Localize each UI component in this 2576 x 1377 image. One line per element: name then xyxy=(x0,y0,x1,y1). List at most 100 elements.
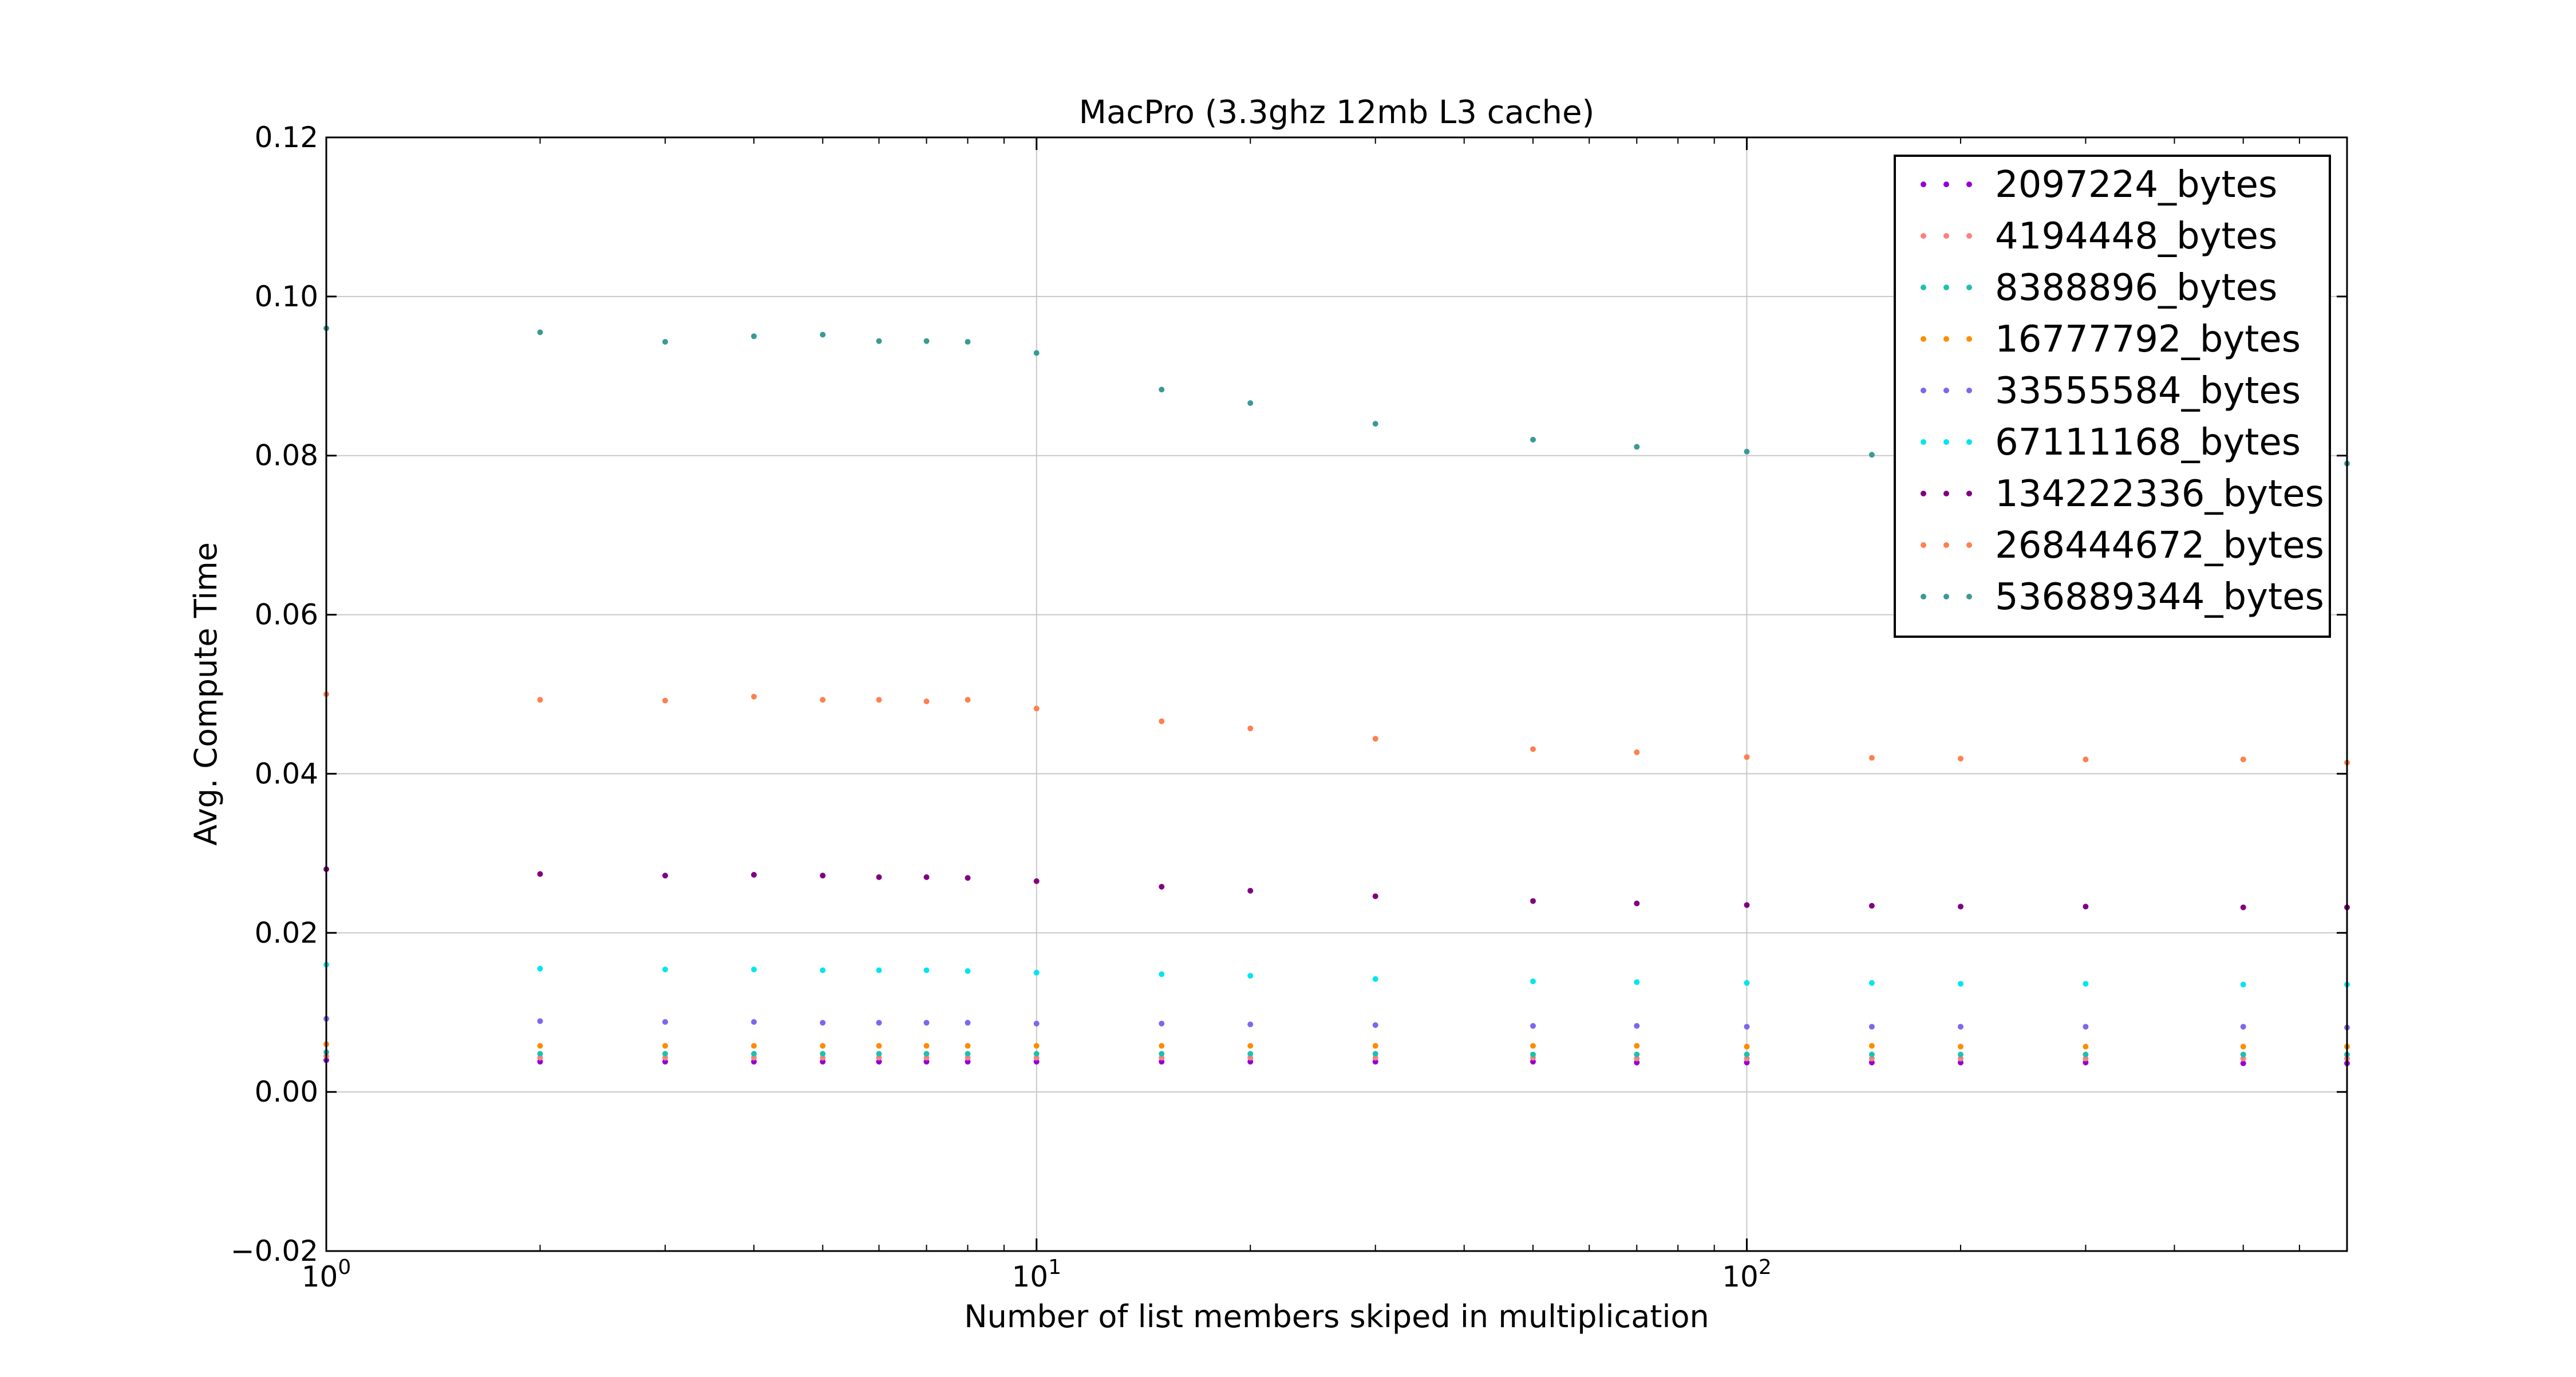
legend-label: 33555584_bytes xyxy=(1995,370,2301,412)
data-point xyxy=(965,339,971,345)
data-point xyxy=(1634,444,1640,450)
legend-marker xyxy=(1943,388,1949,393)
data-point xyxy=(1958,1059,1963,1066)
data-point xyxy=(1372,1059,1378,1065)
data-point xyxy=(1033,1055,1040,1061)
data-point xyxy=(1958,903,1963,910)
data-point xyxy=(1033,969,1040,976)
data-point xyxy=(2083,1051,2089,1058)
data-point xyxy=(2083,1024,2089,1030)
data-point xyxy=(876,338,882,344)
data-point xyxy=(2240,1051,2246,1058)
data-point xyxy=(751,693,757,700)
data-point xyxy=(923,1051,930,1057)
data-point xyxy=(1744,1024,1750,1030)
legend-marker xyxy=(1966,439,1972,445)
data-point xyxy=(1868,1055,1875,1062)
data-point xyxy=(1744,448,1750,455)
data-point xyxy=(662,697,668,704)
data-point xyxy=(1744,754,1750,760)
data-point xyxy=(662,1019,668,1025)
legend-marker xyxy=(1943,233,1949,239)
data-point xyxy=(1033,350,1040,356)
data-point xyxy=(965,1043,971,1049)
data-point xyxy=(537,1059,543,1065)
x-axis-label: Number of list members skiped in multipl… xyxy=(964,1299,1709,1335)
data-point xyxy=(1958,1024,1963,1030)
data-point xyxy=(1159,386,1165,393)
legend-marker xyxy=(1921,439,1926,445)
data-point xyxy=(662,1043,668,1049)
data-point xyxy=(876,1055,882,1061)
x-tick-label: 102 xyxy=(1722,1256,1772,1293)
data-point xyxy=(1372,1022,1378,1028)
legend-label: 268444672_bytes xyxy=(1995,524,2324,567)
data-point xyxy=(1372,421,1378,427)
data-point xyxy=(1868,980,1875,986)
data-point xyxy=(1744,980,1750,986)
data-point xyxy=(1159,1043,1165,1049)
data-point xyxy=(820,332,826,338)
legend-label: 2097224_bytes xyxy=(1995,164,2277,206)
data-point xyxy=(1744,1055,1750,1062)
legend-marker xyxy=(1966,285,1972,290)
data-point xyxy=(1868,452,1875,458)
data-point xyxy=(1958,981,1963,987)
data-point xyxy=(923,1020,930,1026)
y-tick-label: 0.00 xyxy=(255,1075,318,1108)
data-point xyxy=(537,871,543,877)
data-point xyxy=(1372,736,1378,742)
legend-marker xyxy=(1943,285,1949,290)
data-point xyxy=(751,871,757,878)
legend-marker xyxy=(1921,388,1926,393)
legend-marker xyxy=(1921,285,1926,290)
data-point xyxy=(1958,1044,1963,1049)
data-point xyxy=(1634,749,1640,755)
data-point xyxy=(662,339,668,345)
y-tick-label: 0.08 xyxy=(255,439,318,472)
data-point xyxy=(751,1019,757,1025)
data-point xyxy=(537,1018,543,1024)
data-point xyxy=(1247,400,1254,406)
legend-marker xyxy=(1921,542,1926,548)
data-point xyxy=(1958,1055,1963,1062)
data-point xyxy=(1159,883,1165,890)
data-point xyxy=(820,873,826,879)
data-point xyxy=(2083,756,2089,763)
data-point xyxy=(537,1051,543,1057)
data-point xyxy=(965,875,971,881)
data-point xyxy=(876,1043,882,1049)
data-point xyxy=(751,1055,757,1061)
legend-label: 8388896_bytes xyxy=(1995,267,2277,309)
data-point xyxy=(1634,1059,1640,1066)
legend-marker xyxy=(1921,182,1926,187)
data-point xyxy=(1868,1051,1875,1058)
chart-title: MacPro (3.3ghz 12mb L3 cache) xyxy=(1079,94,1595,131)
data-point xyxy=(923,874,930,880)
y-axis-label: Avg. Compute Time xyxy=(188,542,224,846)
data-point xyxy=(820,697,826,703)
data-point xyxy=(1372,1055,1378,1061)
data-point xyxy=(1634,900,1640,906)
data-point xyxy=(876,1020,882,1026)
data-point xyxy=(1530,1059,1536,1065)
data-point xyxy=(965,697,971,703)
data-point xyxy=(1159,1051,1165,1057)
data-point xyxy=(923,699,930,704)
data-point xyxy=(1868,1043,1875,1049)
legend-marker xyxy=(1966,182,1972,187)
legend-label: 536889344_bytes xyxy=(1995,576,2324,618)
data-point xyxy=(1744,1051,1750,1058)
legend-marker xyxy=(1966,542,1972,548)
y-tick-label: 0.06 xyxy=(255,598,318,632)
data-point xyxy=(965,1051,971,1057)
data-point xyxy=(1530,436,1536,443)
x-tick-label: 101 xyxy=(1012,1256,1061,1293)
data-point xyxy=(1159,971,1165,977)
legend-marker xyxy=(1943,182,1949,187)
data-point xyxy=(1530,1051,1536,1058)
legend-label: 67111168_bytes xyxy=(1995,421,2301,464)
series-4194448_bytes xyxy=(323,1053,2350,1062)
